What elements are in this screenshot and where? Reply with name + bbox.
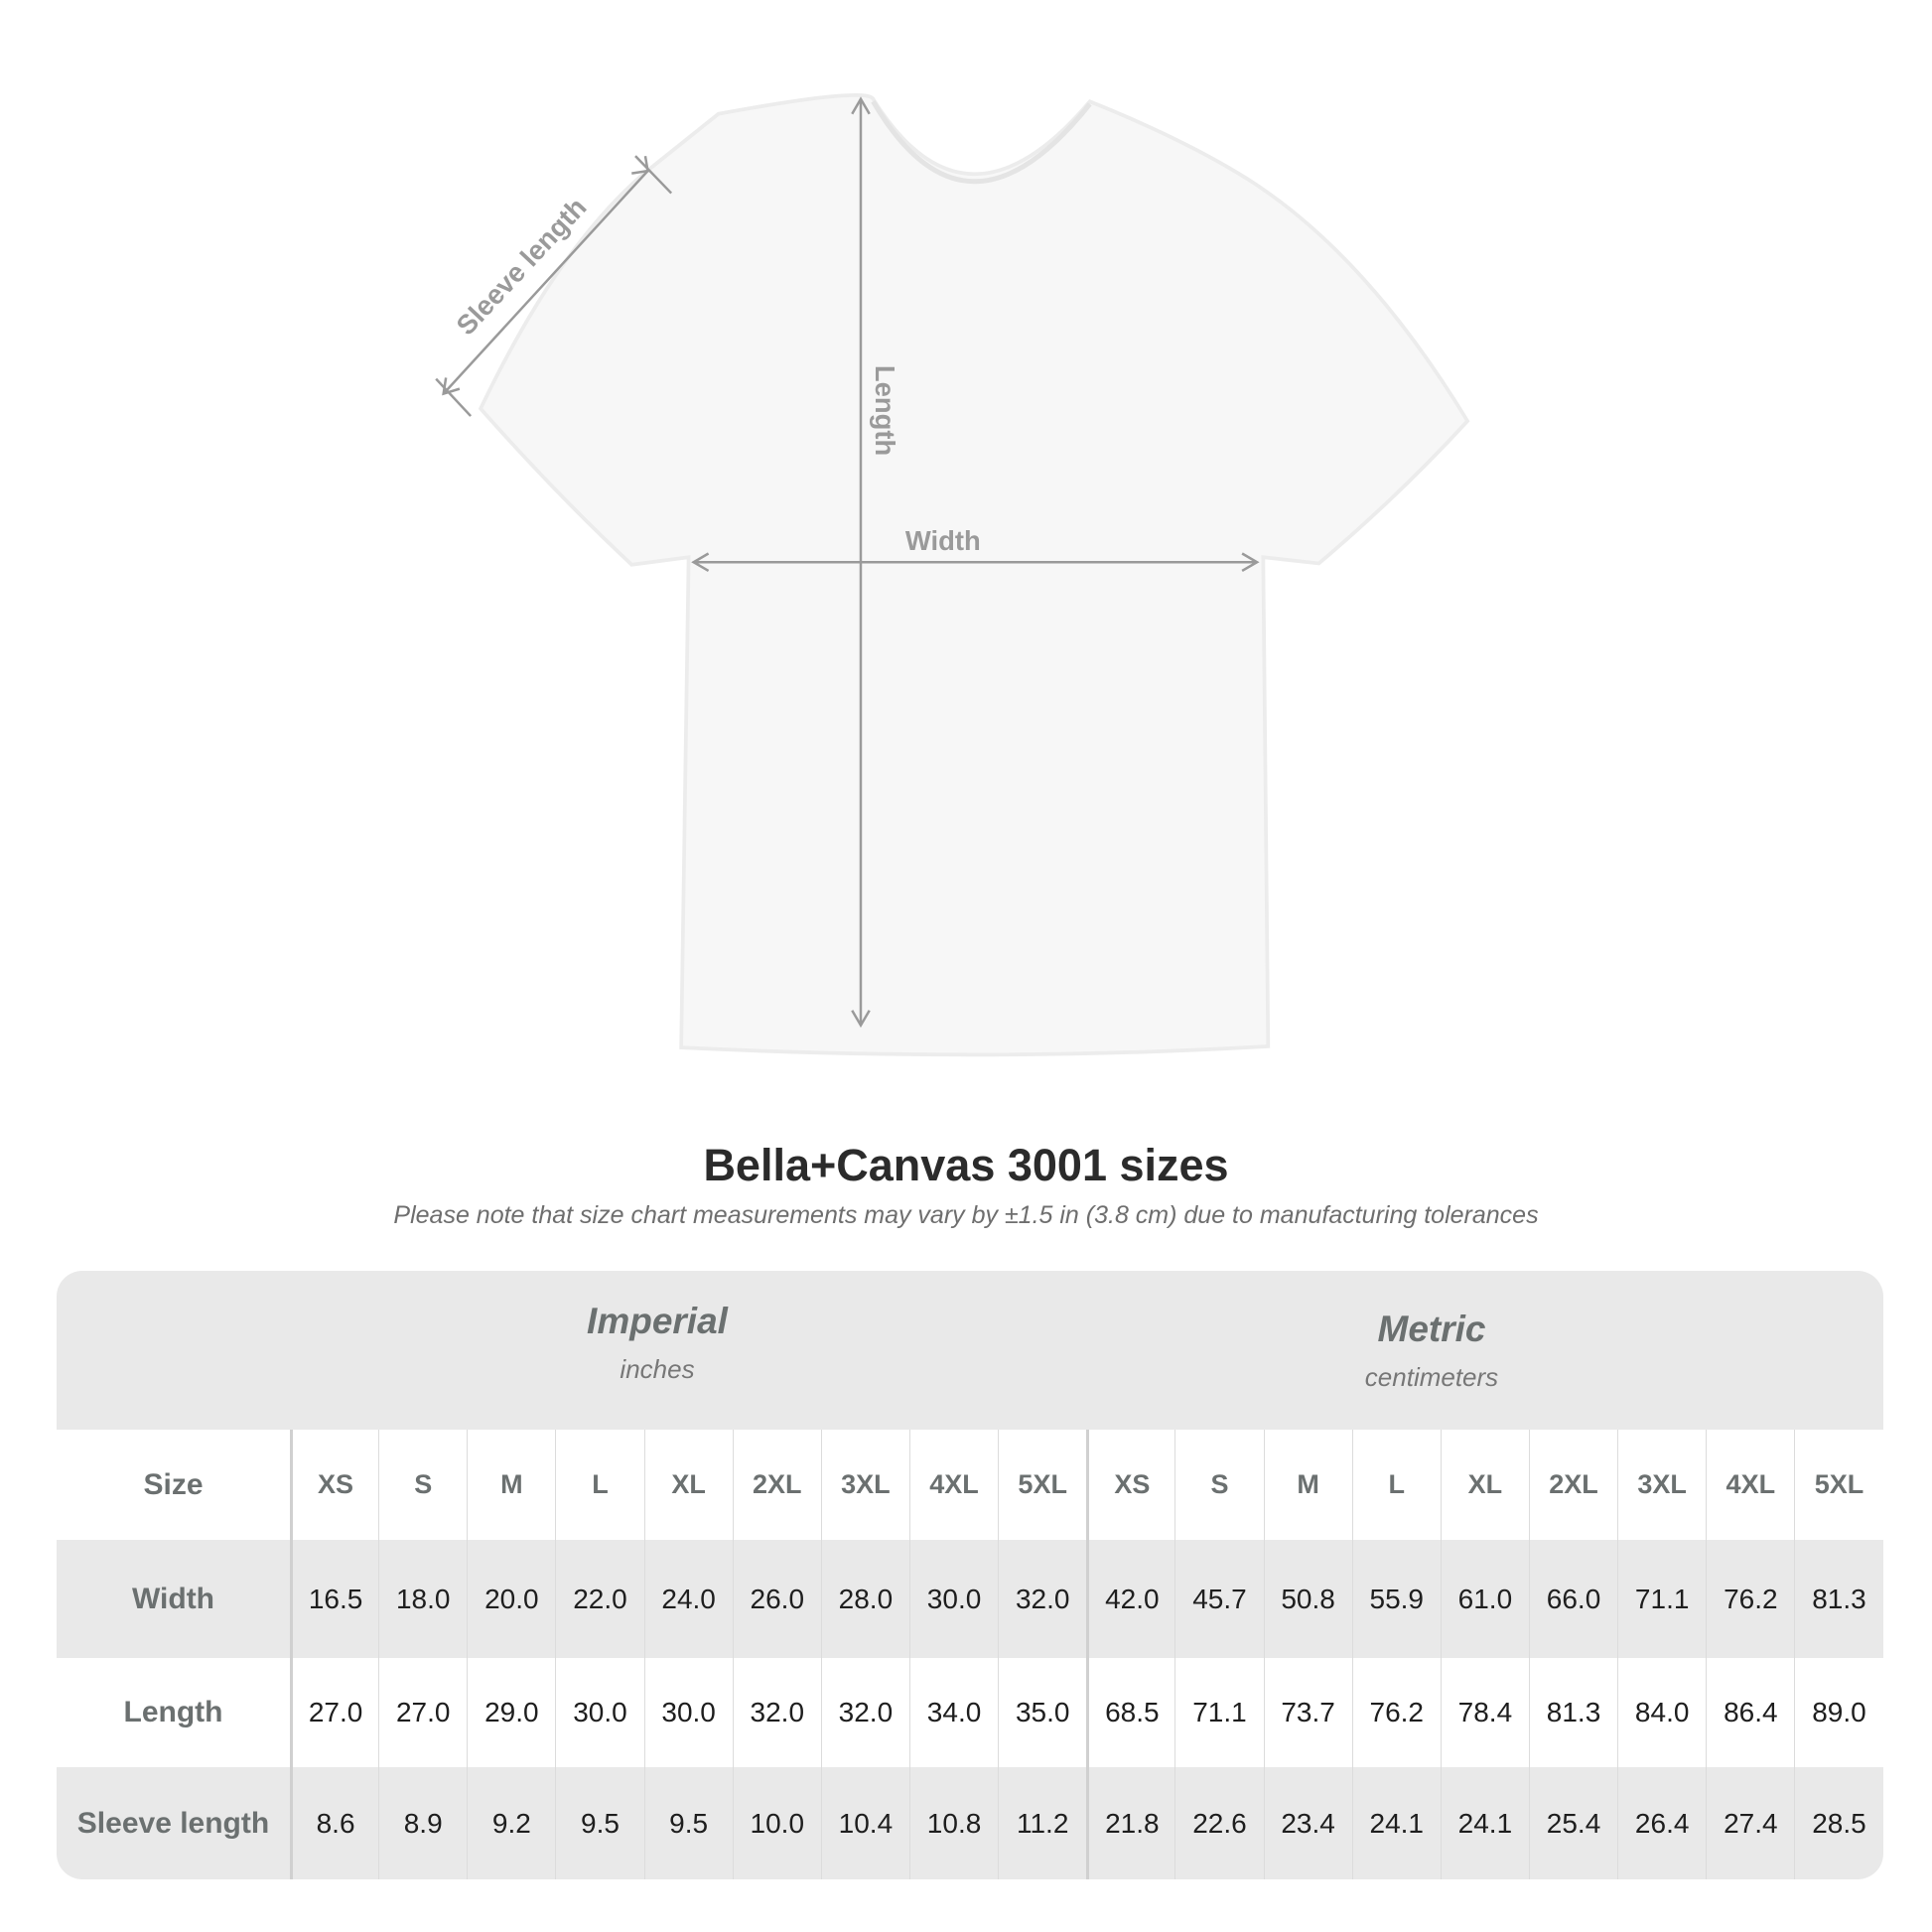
table-cell: 25.4	[1528, 1767, 1617, 1879]
table-cell: 73.7	[1263, 1658, 1352, 1767]
size-label: Size	[143, 1467, 204, 1501]
metric-header: Metric centimeters	[1084, 1309, 1779, 1393]
table-cell: 8.6	[290, 1767, 378, 1879]
table-cell: 35.0	[998, 1658, 1086, 1767]
metric-unit: centimeters	[1364, 1362, 1499, 1392]
unit-header-band	[57, 1271, 1883, 1430]
table-cell: 78.4	[1440, 1658, 1529, 1767]
table-cell: 81.3	[1528, 1658, 1617, 1767]
tolerance-note: Please note that size chart measurements…	[393, 1201, 1539, 1229]
table-cell: 30.0	[643, 1658, 733, 1767]
table-cell: 68.5	[1086, 1658, 1174, 1767]
size-header-cell: 5XL	[1794, 1430, 1882, 1540]
table-cell: 32.0	[998, 1540, 1086, 1658]
size-header-row: Size XS S M L XL 2XL 3XL 4XL 5XL XS S M L XL 2XL 3XL 4XL…	[57, 1430, 1883, 1540]
size-header-cell: XL	[1440, 1430, 1529, 1540]
size-header-cell: M	[467, 1430, 555, 1540]
table-cell: 24.1	[1440, 1767, 1529, 1879]
table-cell: 26.0	[732, 1540, 821, 1658]
table-cell: 27.0	[290, 1658, 378, 1767]
row-label: Length	[123, 1696, 223, 1728]
table-cell: 24.0	[643, 1540, 733, 1658]
table-cell: 26.4	[1617, 1767, 1706, 1879]
table-cell: 76.2	[1351, 1658, 1441, 1767]
size-header-cell: XS	[1086, 1430, 1174, 1540]
table-cell: 30.0	[908, 1540, 998, 1658]
table-cell: 22.6	[1174, 1767, 1263, 1879]
table-cell: 28.0	[820, 1540, 909, 1658]
table-cell: 42.0	[1086, 1540, 1174, 1658]
tshirt-diagram: Sleeve length Length Width	[435, 93, 1470, 1057]
table-cell: 30.0	[555, 1658, 643, 1767]
size-header-cell: 2XL	[1528, 1430, 1617, 1540]
row-label: Width	[131, 1582, 215, 1615]
table-cell: 71.1	[1617, 1540, 1706, 1658]
size-header-cell: M	[1263, 1430, 1352, 1540]
length-label: Length	[870, 365, 900, 456]
tshirt-shape	[478, 93, 1470, 1057]
measure-lines	[435, 96, 1260, 1029]
size-header-cell: L	[1351, 1430, 1441, 1540]
table-cell: 9.5	[555, 1767, 643, 1879]
table-cell: 8.9	[378, 1767, 467, 1879]
size-header-cell: 2XL	[732, 1430, 821, 1540]
table-cell: 23.4	[1263, 1767, 1352, 1879]
table-cell: 55.9	[1351, 1540, 1441, 1658]
imperial-unit: inches	[620, 1354, 695, 1384]
size-header-cell: XL	[643, 1430, 733, 1540]
table-cell: 16.5	[290, 1540, 378, 1658]
page-title: Bella+Canvas 3001 sizes	[703, 1140, 1229, 1190]
imperial-title: Imperial	[587, 1301, 728, 1341]
table-cell: 20.0	[467, 1540, 555, 1658]
table-cell: 10.0	[732, 1767, 821, 1879]
table-cell: 61.0	[1440, 1540, 1529, 1658]
table-cell: 34.0	[908, 1658, 998, 1767]
size-header-cell: 3XL	[1617, 1430, 1706, 1540]
table-cell: 22.0	[555, 1540, 643, 1658]
size-header-cell: L	[555, 1430, 643, 1540]
metric-title: Metric	[1377, 1309, 1486, 1349]
table-cell: 27.4	[1706, 1767, 1794, 1879]
row-label: Sleeve length	[76, 1806, 270, 1840]
table-cell: 84.0	[1617, 1658, 1706, 1767]
table-cell: 32.0	[820, 1658, 909, 1767]
size-header-cell: 4XL	[1706, 1430, 1794, 1540]
size-header-cell: 5XL	[998, 1430, 1086, 1540]
table-row-sleeve-length: Sleeve length 8.6 8.9 9.2 9.5 9.5 10.0 10.4 10.8…	[57, 1767, 1883, 1879]
table-cell: 86.4	[1706, 1658, 1794, 1767]
size-header-cell: XS	[290, 1430, 378, 1540]
size-header-cell: 4XL	[908, 1430, 998, 1540]
size-header-cell: S	[1174, 1430, 1263, 1540]
table-cell: 81.3	[1794, 1540, 1882, 1658]
table-cell: 9.5	[643, 1767, 733, 1879]
table-cell: 45.7	[1174, 1540, 1263, 1658]
imperial-header: Imperial inches	[310, 1301, 1005, 1385]
table-cell: 18.0	[378, 1540, 467, 1658]
table-cell: 32.0	[732, 1658, 821, 1767]
table-cell: 27.0	[378, 1658, 467, 1767]
table-cell: 24.1	[1351, 1767, 1441, 1879]
width-label: Width	[905, 525, 981, 556]
table-cell: 76.2	[1706, 1540, 1794, 1658]
table-cell: 29.0	[467, 1658, 555, 1767]
table-cell: 9.2	[467, 1767, 555, 1879]
table-cell: 66.0	[1528, 1540, 1617, 1658]
table-cell: 28.5	[1794, 1767, 1882, 1879]
table-cell: 71.1	[1174, 1658, 1263, 1767]
table-cell: 21.8	[1086, 1767, 1174, 1879]
table-cell: 50.8	[1263, 1540, 1352, 1658]
table-cell: 10.4	[820, 1767, 909, 1879]
table-cell: 10.8	[908, 1767, 998, 1879]
table-cell: 11.2	[998, 1767, 1086, 1879]
size-header-cell: 3XL	[820, 1430, 909, 1540]
size-header-cell: S	[378, 1430, 467, 1540]
table-row-width: Width 16.5 18.0 20.0 22.0 24.0 26.0 28.0 30.0 32.…	[57, 1540, 1883, 1658]
size-chart-table: Imperial inches Metric centimeters Size …	[57, 1271, 1883, 1879]
table-row-length: Length 27.0 27.0 29.0 30.0 30.0 32.0 32.0 34.0 35…	[57, 1658, 1883, 1767]
table-cell: 89.0	[1794, 1658, 1882, 1767]
